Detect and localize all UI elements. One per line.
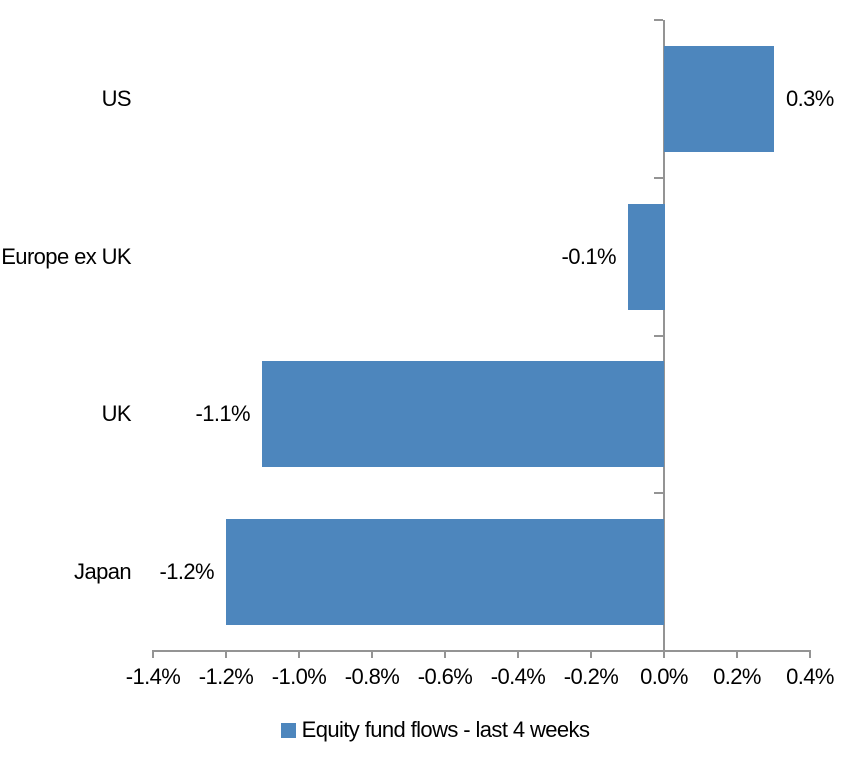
bar-us (664, 46, 774, 152)
x-axis-tick (225, 652, 227, 658)
x-tick-label: -0.4% (490, 664, 546, 689)
data-label-us: 0.3% (786, 86, 834, 111)
legend-marker-icon (280, 722, 296, 738)
category-axis-tick (654, 335, 663, 337)
x-axis-tick (444, 652, 446, 658)
x-axis-tick (809, 652, 811, 658)
data-label-japan: -1.2% (159, 559, 215, 584)
category-axis-line (663, 20, 665, 651)
category-label-japan: Japan (74, 559, 132, 584)
x-tick-label: 0.0% (640, 664, 688, 689)
bar-uk (262, 361, 664, 467)
category-label-europe-ex-uk: Europe ex UK (1, 244, 131, 269)
x-tick-label: -1.4% (125, 664, 181, 689)
category-label-us: US (101, 86, 132, 111)
x-axis-tick (590, 652, 592, 658)
legend: Equity fund flows - last 4 weeks (0, 717, 852, 743)
x-axis-tick (298, 652, 300, 658)
data-label-europe-ex-uk: -0.1% (561, 244, 617, 269)
x-axis-tick (663, 652, 665, 658)
category-label-uk: UK (101, 401, 132, 426)
x-tick-label: -0.8% (344, 664, 400, 689)
x-axis-tick (736, 652, 738, 658)
x-tick-label: -1.0% (271, 664, 327, 689)
bar-europe-ex-uk (628, 204, 665, 310)
x-axis-tick (371, 652, 373, 658)
category-axis-tick (654, 492, 663, 494)
category-axis-tick (654, 177, 663, 179)
x-tick-label: -0.2% (563, 664, 619, 689)
category-axis-tick (654, 650, 663, 652)
x-axis-line (152, 650, 811, 652)
bar-japan (226, 519, 664, 625)
category-axis-tick (654, 19, 663, 21)
legend-label: Equity fund flows - last 4 weeks (301, 717, 590, 742)
x-tick-label: -1.2% (198, 664, 254, 689)
data-label-uk: -1.1% (195, 401, 251, 426)
x-tick-label: -0.6% (417, 664, 473, 689)
x-tick-label: 0.2% (713, 664, 761, 689)
x-axis-tick (152, 652, 154, 658)
x-axis-tick (517, 652, 519, 658)
x-tick-label: 0.4% (786, 664, 834, 689)
